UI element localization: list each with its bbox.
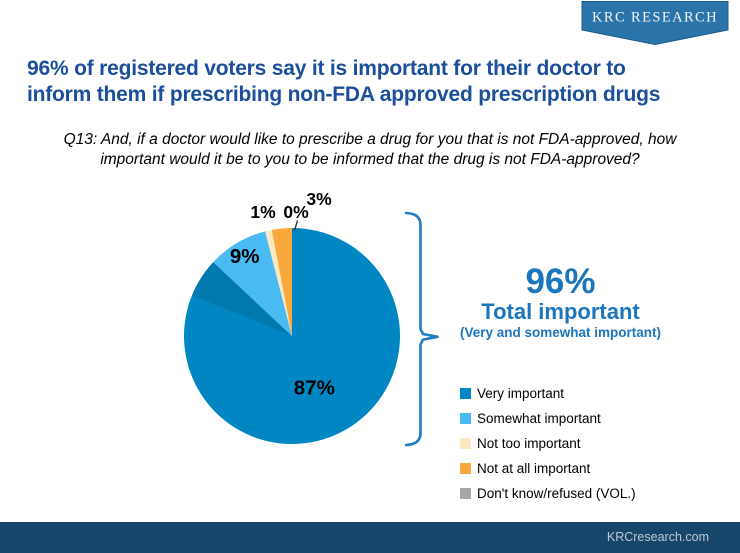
legend-swatch-icon xyxy=(460,413,471,424)
survey-question-line2: important would it be to you to be infor… xyxy=(100,150,640,168)
pie-slices xyxy=(183,228,400,444)
total-important-callout: 96% Total important (Very and somewhat i… xyxy=(438,263,683,341)
pie-value-label-not-too-important: 1% xyxy=(250,202,276,222)
survey-question: Q13: And, if a doctor would like to pres… xyxy=(40,130,700,169)
legend-label: Not too important xyxy=(477,436,581,451)
slide-title-line2: inform them if prescribing non-FDA appro… xyxy=(27,83,661,106)
logo-pennant-shape xyxy=(581,1,729,46)
footer-bar: KRCresearch.com xyxy=(0,522,740,553)
slide-title: 96% of registered voters say it is impor… xyxy=(27,56,733,108)
chart-legend: Very important Somewhat important Not too … xyxy=(460,381,636,506)
zero-pct-leader-line xyxy=(293,220,299,231)
logo-text: KRC RESEARCH xyxy=(592,10,718,26)
survey-question-line1: Q13: And, if a doctor would like to pres… xyxy=(63,131,677,148)
pie-value-label-very-important: 87% xyxy=(294,377,335,400)
callout-value: 96% xyxy=(525,262,596,301)
legend-swatch-icon xyxy=(460,463,471,474)
legend-item-1: Somewhat important xyxy=(460,406,636,431)
legend-label: Not at all important xyxy=(477,461,591,476)
pie-value-label-don-t-know-refused-vol: 0% xyxy=(283,202,309,222)
legend-item-3: Not at all important xyxy=(460,456,636,481)
pie-slice-not-at-all-important xyxy=(271,228,292,336)
callout-sublabel: (Very and somewhat important) xyxy=(459,325,662,340)
slide-title-line1: 96% of registered voters say it is impor… xyxy=(27,57,626,80)
pie-slice-not-too-important xyxy=(265,229,292,336)
pie-labels: 87% 9% 1% 3%0% xyxy=(230,189,335,400)
callout-label: Total important xyxy=(481,299,640,324)
pie-slice-shading xyxy=(191,262,292,336)
pie-slice-somewhat-important xyxy=(213,231,292,336)
legend-swatch-icon xyxy=(460,438,471,449)
legend-label: Very important xyxy=(477,386,565,401)
footer-url: KRCresearch.com xyxy=(606,530,709,544)
pie-value-label-not-at-all-important: 3% xyxy=(306,189,332,209)
legend-label: Don't know/refused (VOL.) xyxy=(477,486,636,501)
legend-item-4: Don't know/refused (VOL.) xyxy=(460,481,636,506)
legend-label: Somewhat important xyxy=(477,411,601,426)
legend-item-2: Not too important xyxy=(460,431,636,456)
legend-swatch-icon xyxy=(460,488,471,499)
legend-item-0: Very important xyxy=(460,381,636,406)
bracket-icon xyxy=(404,211,439,447)
legend-swatch-icon xyxy=(460,388,471,399)
krc-research-logo: KRC RESEARCH xyxy=(581,1,729,46)
pie-value-label-somewhat-important: 9% xyxy=(230,245,260,268)
